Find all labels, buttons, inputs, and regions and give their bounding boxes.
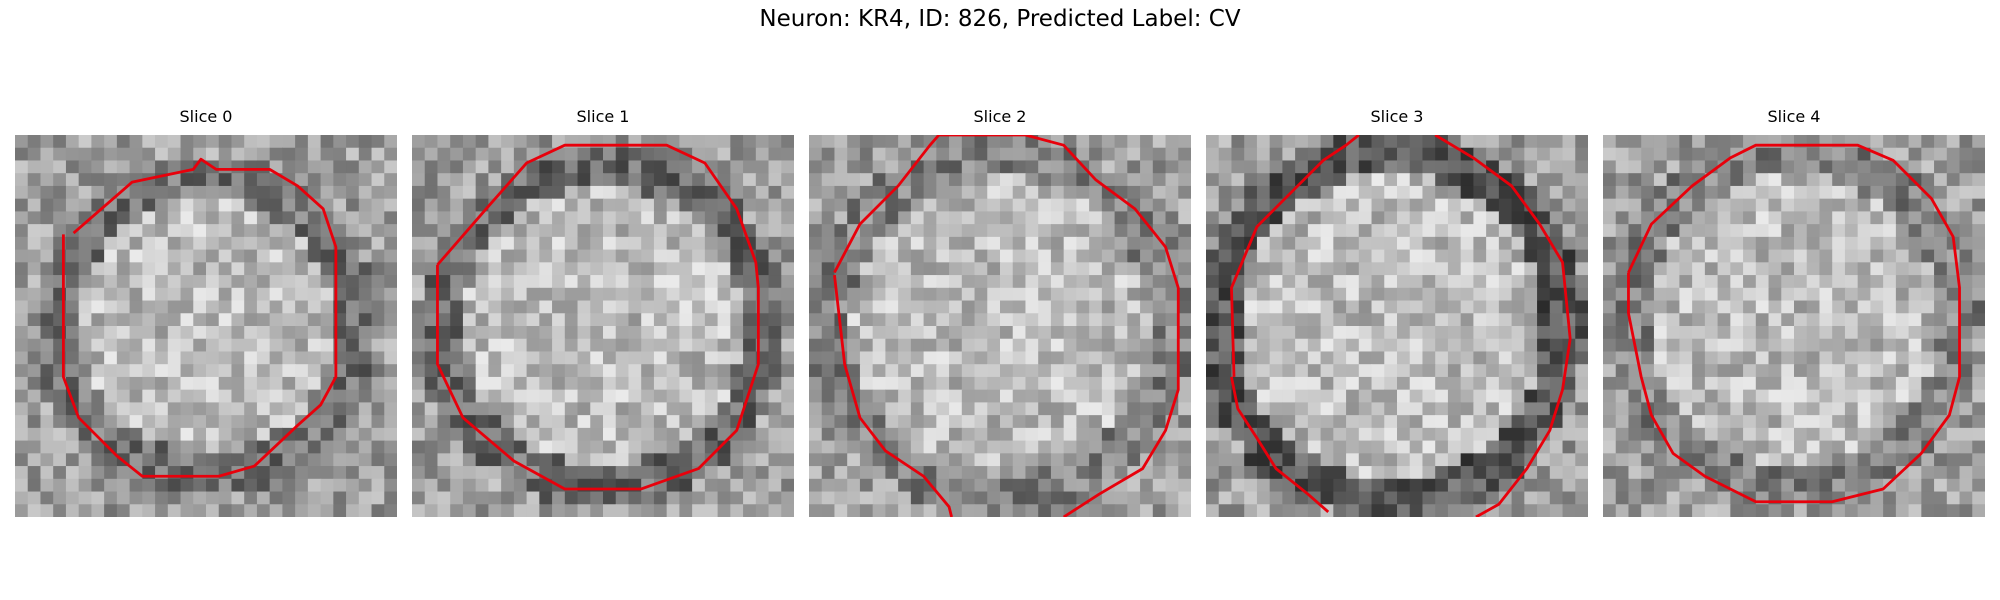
slice-title-2: Slice 2 — [973, 107, 1027, 126]
contour-line — [1230, 135, 1360, 377]
slice-title-3: Slice 3 — [1370, 107, 1424, 126]
slice-title-1: Slice 1 — [576, 107, 630, 126]
contour-line — [61, 157, 338, 478]
slice-image-3 — [1206, 135, 1588, 517]
slice-title-4: Slice 4 — [1767, 107, 1821, 126]
contour-line-segment — [833, 274, 953, 517]
slice-image-1 — [412, 135, 794, 517]
contour-line — [833, 135, 1180, 517]
figure-title: Neuron: KR4, ID: 826, Predicted Label: C… — [759, 6, 1241, 32]
contour-line — [1627, 143, 1961, 504]
slice-image-2 — [809, 135, 1191, 517]
slice-image-4 — [1603, 135, 1985, 517]
contour-line-segment — [1434, 135, 1572, 517]
contour-line — [436, 143, 760, 491]
slice-title-0: Slice 0 — [179, 107, 233, 126]
slice-image-0 — [15, 135, 397, 517]
contour-line-segment — [1230, 376, 1330, 513]
